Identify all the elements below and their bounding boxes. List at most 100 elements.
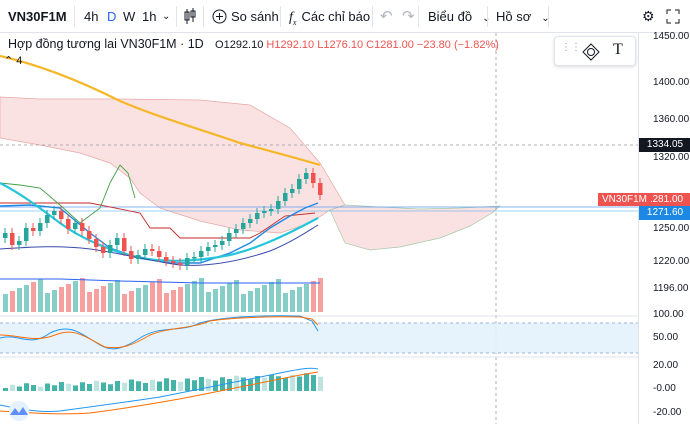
function-icon: fx [289,10,297,27]
macd-histogram-bar [59,382,64,391]
chevron-down-icon[interactable]: ⌄ [162,11,171,22]
volume-bar [192,281,197,312]
volume-bar [17,288,22,312]
macd-histogram-bar [283,378,288,391]
macd-histogram-bar [136,381,141,391]
macd-histogram-bar [185,378,190,391]
volume-bar [304,284,309,312]
candle [59,211,64,219]
chart-type-label: Biểu đồ [428,9,473,24]
chart-canvas[interactable] [0,33,638,424]
macd-histogram-bar [73,385,78,391]
plus-circle-icon [212,9,227,24]
indicators-button[interactable]: fx Các chỉ báo [289,0,370,33]
symbol-search[interactable]: VN30F1M [8,9,67,24]
macd-histogram-bar [38,386,43,391]
candle [206,247,211,251]
volume-bar [234,280,239,312]
redo-icon[interactable]: ↷ [402,8,415,25]
volume-bar [248,291,253,312]
volume-bar [108,283,113,312]
candle [311,173,316,183]
volume-bar [80,278,85,312]
candle [45,215,50,223]
legend-title: Hợp đồng tương lai VN30F1M · 1D [8,37,204,51]
divider [280,6,281,27]
candle [24,228,29,241]
compare-button[interactable]: So sánh [212,0,279,33]
chart-type-button[interactable]: Biểu đồ ⌄ [428,0,490,33]
candle [101,247,106,253]
ma-orange-line [0,54,321,167]
candle [234,229,239,233]
candle [213,245,218,247]
macd-histogram-bar [115,381,120,391]
price-axis[interactable]: 1450.00 1400.00 1360.00 1320.00 1250.00 … [638,31,690,424]
candle [290,189,295,193]
chart-legend: Hợp đồng tương lai VN30F1M · 1D O1292.10… [8,36,499,53]
volume-bar [185,284,190,312]
volume-bar [262,285,267,312]
legend-low: L1276.10 [317,39,364,51]
volume-bar [122,294,127,312]
divider [203,6,204,27]
macd-histogram-bar [297,376,302,391]
candle [255,213,260,219]
settings-gear-icon[interactable]: ⚙ [642,8,655,24]
candles-icon[interactable] [183,0,197,33]
candle [185,258,190,265]
crosshair-price-tag: 1334.05 [639,138,690,152]
macd-histogram-bar [143,383,148,391]
legend-ohlc: O1292.10 H1292.10 L1276.10 C1281.00 −23.… [215,39,499,51]
volume-bar [94,289,99,312]
undo-icon[interactable]: ↶ [380,8,393,25]
volume-bar [24,285,29,312]
volume-bar [66,284,71,312]
interval-d[interactable]: D [107,9,117,24]
macd-tick: -20.00 [653,407,682,418]
candle [115,238,120,245]
macd-histogram-bar [276,376,281,391]
candle [73,223,78,229]
drag-handle-icon[interactable]: ⋮⋮ [561,42,581,53]
candle [38,223,43,231]
symbol-price-label: VN30F1M [598,193,652,206]
macd-histogram-bar [66,383,71,391]
legend-collapse-button[interactable]: ⌃ 4 [4,54,22,67]
drawing-toolbar: ⋮⋮ T [554,36,636,66]
macd-histogram-bar [87,384,92,391]
volume-bar [129,291,134,312]
macd-histogram-bar [17,386,22,391]
candle [52,211,57,215]
macd-histogram-bar [269,374,274,391]
profile-button[interactable]: Hồ sơ ⌄ [496,0,550,33]
volume-bar [220,286,225,312]
volume-bar [38,279,43,312]
volume-bar [101,286,106,312]
tradingview-logo-icon[interactable] [4,400,34,422]
text-tool-icon[interactable]: T [613,41,623,58]
macd-tick: 20.00 [653,360,679,371]
macd-histogram-bar [31,385,36,391]
candle [108,245,113,253]
candle [297,179,302,189]
candle [171,261,176,263]
macd-histogram-bar [192,380,197,391]
fullscreen-icon[interactable] [666,0,680,33]
volume-bar [283,293,288,312]
divider [372,6,373,27]
candle [31,228,36,231]
kijun-line [0,202,316,239]
interval-4h[interactable]: 4h [84,9,99,24]
macd-line [0,367,319,412]
crosshair-tool-icon[interactable] [581,42,601,67]
macd-histogram-bar [241,377,246,391]
candle [10,233,15,245]
interval-1h[interactable]: 1h [142,9,157,24]
macd-histogram-bar [311,375,316,391]
volume-bar [178,287,183,312]
macd-histogram-bar [10,384,15,391]
legend-close: C1281.00 [366,39,414,51]
interval-w[interactable]: W [123,9,136,24]
divider [487,6,488,27]
